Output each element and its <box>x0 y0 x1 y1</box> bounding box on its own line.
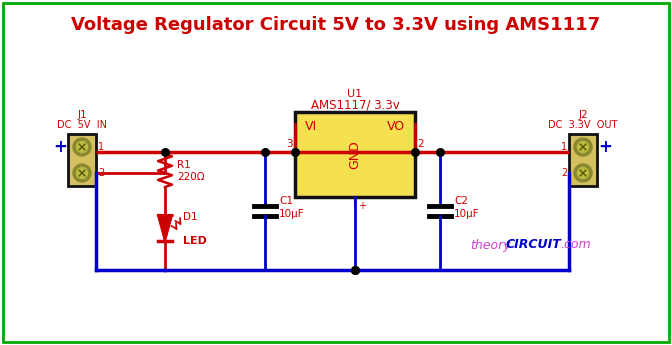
Text: C2: C2 <box>454 196 468 206</box>
Text: GND: GND <box>349 140 362 169</box>
Text: 1: 1 <box>98 142 104 152</box>
Text: 1: 1 <box>561 142 567 152</box>
Text: +: + <box>358 201 366 211</box>
Circle shape <box>577 141 589 152</box>
Circle shape <box>73 164 91 182</box>
Text: U1: U1 <box>347 89 363 99</box>
Text: DC  5V  IN: DC 5V IN <box>57 120 107 130</box>
Circle shape <box>574 138 592 156</box>
Text: Voltage Regulator Circuit 5V to 3.3V using AMS1117: Voltage Regulator Circuit 5V to 3.3V usi… <box>71 16 601 34</box>
Polygon shape <box>158 215 172 241</box>
Text: DC  3.3V  OUT: DC 3.3V OUT <box>548 120 618 130</box>
Text: LED: LED <box>183 236 207 246</box>
Text: 2: 2 <box>560 168 567 178</box>
Bar <box>569 134 597 186</box>
Text: CIRCUIT: CIRCUIT <box>506 238 562 252</box>
Text: R1: R1 <box>177 159 191 169</box>
Text: VO: VO <box>387 120 405 134</box>
Text: VI: VI <box>305 120 317 134</box>
Text: D1: D1 <box>183 212 198 222</box>
Text: 2: 2 <box>418 139 424 149</box>
Circle shape <box>77 168 87 178</box>
Bar <box>295 112 415 197</box>
Bar <box>68 134 96 186</box>
Text: +: + <box>598 138 612 156</box>
Text: 10μF: 10μF <box>279 209 304 219</box>
Text: C1: C1 <box>279 196 293 206</box>
Circle shape <box>77 141 87 152</box>
Text: J2: J2 <box>578 110 588 120</box>
Text: 3: 3 <box>286 139 292 149</box>
Circle shape <box>577 168 589 178</box>
Text: theory: theory <box>470 238 511 252</box>
Circle shape <box>73 138 91 156</box>
Text: .com: .com <box>560 238 591 252</box>
Text: +: + <box>53 138 67 156</box>
Text: 220Ω: 220Ω <box>177 171 205 181</box>
Circle shape <box>574 164 592 182</box>
Text: AMS1117/ 3.3v: AMS1117/ 3.3v <box>310 99 399 111</box>
Text: J1: J1 <box>77 110 87 120</box>
Text: 10μF: 10μF <box>454 209 480 219</box>
Text: 2: 2 <box>98 168 104 178</box>
